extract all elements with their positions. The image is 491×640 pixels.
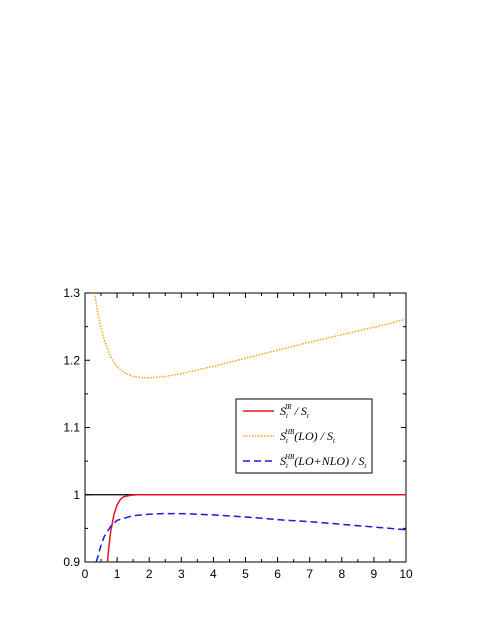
x-tick-label: 8 xyxy=(338,567,345,581)
x-tick-label: 2 xyxy=(146,567,153,581)
x-tick-label: 10 xyxy=(399,567,413,581)
legend-label-2: StHB(LO) / St xyxy=(280,428,336,445)
plot-area xyxy=(85,293,406,562)
series-line-3 xyxy=(95,512,406,562)
x-tick-label: 6 xyxy=(274,567,281,581)
series-line-1 xyxy=(106,494,406,562)
ticks: 0 1 2 3 4 5 6 7 8 9 10 0.9 1 1.1 1.2 1.3 xyxy=(63,286,413,581)
x-tick-label: 1 xyxy=(114,567,121,581)
x-tick-label: 7 xyxy=(306,567,313,581)
legend-label-part: (LO+NLO) / S xyxy=(294,454,364,468)
y-tick-label: 1.2 xyxy=(63,353,80,367)
y-tick-label: 1 xyxy=(73,488,80,502)
legend-label-part: t xyxy=(364,462,367,470)
series-line-2 xyxy=(93,293,406,379)
x-tick-label: 4 xyxy=(210,567,217,581)
legend-label-part: t xyxy=(286,437,289,445)
y-tick-label: 1.1 xyxy=(63,421,80,435)
legend-label-part: HB xyxy=(284,453,295,461)
y-tick-label: 1.3 xyxy=(63,286,80,300)
legend-label-part: / S xyxy=(292,404,307,418)
legend-label-part: t xyxy=(307,412,310,420)
legend-label-part: t xyxy=(286,412,289,420)
legend-label-part: t xyxy=(333,437,336,445)
legend-label-part: IR xyxy=(284,403,292,411)
legend-label-part: t xyxy=(286,462,289,470)
legend-label-part: S xyxy=(280,454,286,468)
legend-label-part: HB xyxy=(284,428,295,436)
legend-label-1: StIR / St xyxy=(280,403,310,420)
legend-label-3: StHB(LO+NLO) / St xyxy=(280,453,367,470)
x-tick-label: 3 xyxy=(178,567,185,581)
legend-label-part: (LO) / S xyxy=(294,429,333,443)
legend-label-part: S xyxy=(280,429,286,443)
x-tick-label: 9 xyxy=(371,567,378,581)
legend-label-part: S xyxy=(280,404,286,418)
y-tick-label: 0.9 xyxy=(63,555,80,569)
x-tick-label: 5 xyxy=(242,567,249,581)
x-tick-label: 0 xyxy=(82,567,89,581)
